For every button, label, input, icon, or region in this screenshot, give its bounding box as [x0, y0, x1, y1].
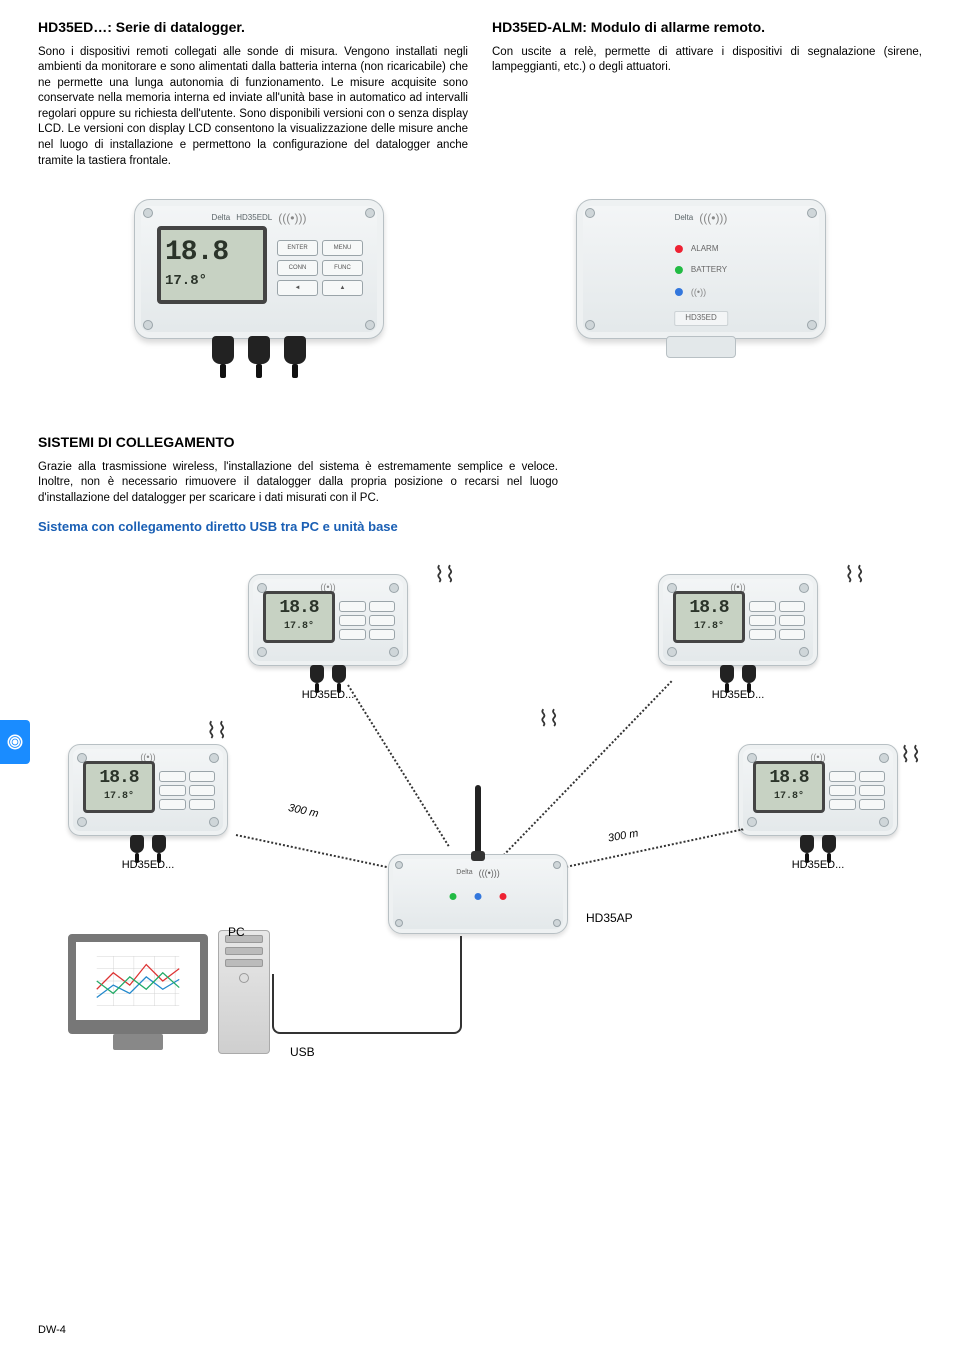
radio-wave-icon: ⌇⌇ — [538, 704, 559, 734]
left-column: HD35ED…: Serie di datalogger. Sono i dis… — [38, 18, 468, 169]
base-unit: Delta(((•))) — [388, 854, 568, 934]
device-photos-row: DeltaHD35EDL(((•))) 18.8 17.8° ENTER MEN… — [38, 199, 922, 339]
distance-label-right: 300 m — [607, 826, 640, 846]
page: HD35ED…: Serie di datalogger. Sono i dis… — [0, 0, 960, 1092]
right-title: HD35ED-ALM: Modulo di allarme remoto. — [492, 18, 922, 37]
alarm-leds: ALARM BATTERY ((•)) — [675, 244, 727, 298]
lcd-sub-value: 17.8° — [165, 272, 259, 291]
base-label: HD35AP — [586, 910, 633, 926]
systems-paragraph: Grazie alla trasmissione wireless, l'ins… — [38, 460, 558, 507]
right-column: HD35ED-ALM: Modulo di allarme remoto. Co… — [492, 18, 922, 169]
monitor-chart — [82, 948, 194, 1014]
logger-lcd-illustration: DeltaHD35EDL(((•))) 18.8 17.8° ENTER MEN… — [134, 199, 384, 339]
keypad: ENTER MENU CONN FUNC ◄ ▲ — [277, 240, 363, 296]
diagram-node-4: ((•)) 18.817.8° HD35ED... — [738, 744, 898, 873]
lcd-main-value: 18.8 — [165, 234, 259, 272]
btn-conn: CONN — [277, 260, 318, 276]
pc-illustration — [68, 934, 208, 1034]
radio-wave-icon: ⌇⌇ — [434, 560, 455, 590]
node-2-label: HD35ED... — [658, 688, 818, 703]
btn-enter: ENTER — [277, 240, 318, 256]
btn-menu: MENU — [322, 240, 363, 256]
diagram-node-2: ((•)) 18.817.8° HD35ED... — [658, 574, 818, 703]
monitor — [68, 934, 208, 1034]
link-2 — [497, 680, 672, 861]
alarm-bottom-mount — [666, 336, 736, 358]
node-4-label: HD35ED... — [738, 858, 898, 873]
usb-label: USB — [290, 1044, 315, 1060]
node-3-label: HD35ED... — [68, 858, 228, 873]
distance-label-left: 300 m — [287, 801, 320, 822]
radio-wave-icon: ⌇⌇ — [844, 560, 865, 590]
systems-subheading: Sistema con collegamento diretto USB tra… — [38, 518, 922, 536]
left-paragraph: Sono i dispositivi remoti collegati alle… — [38, 45, 468, 169]
diagram-node-1: ((•)) 18.817.8° HD35ED... — [248, 574, 408, 703]
link-1 — [347, 684, 449, 846]
alarm-model-strip: HD35ED — [674, 311, 728, 326]
side-wireless-badge — [0, 720, 30, 764]
device-top-label-alarm: Delta(((•))) — [675, 210, 728, 226]
node-1-label: HD35ED... — [248, 688, 408, 703]
device-top-label: DeltaHD35EDL(((•))) — [212, 210, 307, 226]
btn-up: ▲ — [322, 280, 363, 296]
device-alarm: Delta(((•))) ALARM BATTERY ((•)) HD35ED — [576, 199, 826, 339]
bottom-connectors — [212, 336, 306, 364]
usb-cable-1 — [272, 974, 392, 1034]
usb-cable-2 — [392, 936, 462, 1034]
logger-alarm-illustration: Delta(((•))) ALARM BATTERY ((•)) HD35ED — [576, 199, 826, 339]
device-with-lcd: DeltaHD35EDL(((•))) 18.8 17.8° ENTER MEN… — [134, 199, 384, 339]
antenna-icon — [475, 785, 481, 855]
two-column-intro: HD35ED…: Serie di datalogger. Sono i dis… — [38, 18, 922, 169]
radio-wave-icon: ⌇⌇ — [206, 716, 227, 746]
lcd-screen: 18.8 17.8° — [157, 226, 267, 304]
btn-func: FUNC — [322, 260, 363, 276]
btn-left: ◄ — [277, 280, 318, 296]
page-footer: DW-4 — [38, 1323, 66, 1338]
diagram-node-3: ((•)) 18.817.8° HD35ED... — [68, 744, 228, 873]
systems-heading: SISTEMI DI COLLEGAMENTO — [38, 433, 922, 452]
left-title: HD35ED…: Serie di datalogger. — [38, 18, 468, 37]
pc-tower — [218, 930, 270, 1054]
pc-label: PC — [228, 924, 245, 940]
right-paragraph: Con uscite a relè, permette di attivare … — [492, 45, 922, 76]
radio-wave-icon: ⌇⌇ — [900, 740, 921, 770]
connection-diagram: ((•)) 18.817.8° HD35ED... ⌇⌇ ((•)) 18.81… — [38, 554, 922, 1074]
